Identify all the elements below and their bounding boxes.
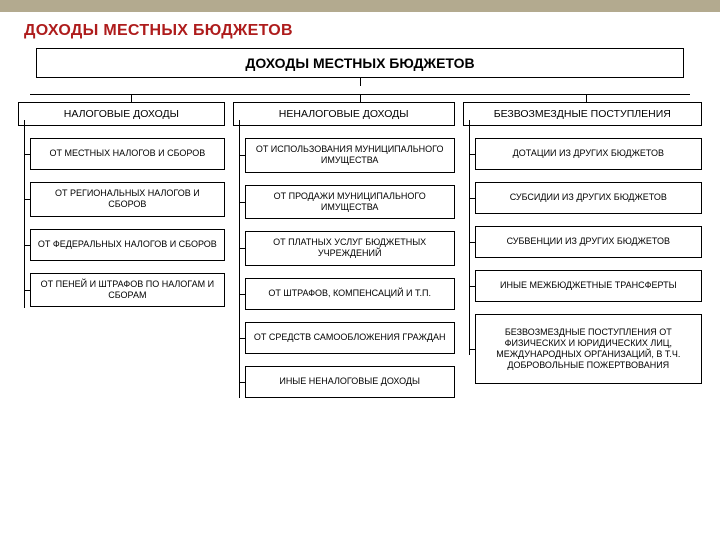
tree-node: СУБСИДИИ ИЗ ДРУГИХ БЮДЖЕТОВ bbox=[475, 182, 702, 214]
connector-stub bbox=[360, 94, 361, 102]
column-items: ОТ МЕСТНЫХ НАЛОГОВ И СБОРОВ ОТ РЕГИОНАЛЬ… bbox=[18, 138, 225, 307]
column-header: БЕЗВОЗМЕЗДНЫЕ ПОСТУПЛЕНИЯ bbox=[463, 102, 702, 126]
connector-vertical bbox=[24, 120, 25, 308]
tree-node: СУБВЕНЦИИ ИЗ ДРУГИХ БЮДЖЕТОВ bbox=[475, 226, 702, 258]
org-chart: ДОХОДЫ МЕСТНЫХ БЮДЖЕТОВ НАЛОГОВЫЕ ДОХОДЫ… bbox=[0, 48, 720, 398]
tree-node: ОТ ИСПОЛЬЗОВАНИЯ МУНИЦИПАЛЬНОГО ИМУЩЕСТВ… bbox=[245, 138, 455, 173]
connector bbox=[36, 78, 684, 86]
connector-stub bbox=[586, 94, 587, 102]
tree-node: ОТ ПЛАТНЫХ УСЛУГ БЮДЖЕТНЫХ УЧРЕЖДЕНИЙ bbox=[245, 231, 455, 266]
tree-node: БЕЗВОЗМЕЗДНЫЕ ПОСТУПЛЕНИЯ ОТ ФИЗИЧЕСКИХ … bbox=[475, 314, 702, 384]
connector-vertical bbox=[469, 120, 470, 355]
tree-node: ОТ СРЕДСТВ САМООБЛОЖЕНИЯ ГРАЖДАН bbox=[245, 322, 455, 354]
connector-stub bbox=[131, 94, 132, 102]
column-items: ДОТАЦИИ ИЗ ДРУГИХ БЮДЖЕТОВ СУБСИДИИ ИЗ Д… bbox=[463, 138, 702, 384]
tree-node: ДОТАЦИИ ИЗ ДРУГИХ БЮДЖЕТОВ bbox=[475, 138, 702, 170]
tree-node: ОТ ПЕНЕЙ И ШТРАФОВ ПО НАЛОГАМ И СБОРАМ bbox=[30, 273, 225, 308]
column-header: НЕНАЛОГОВЫЕ ДОХОДЫ bbox=[233, 102, 455, 126]
tree-node: ОТ ШТРАФОВ, КОМПЕНСАЦИЙ И Т.П. bbox=[245, 278, 455, 310]
columns-wrap: НАЛОГОВЫЕ ДОХОДЫ ОТ МЕСТНЫХ НАЛОГОВ И СБ… bbox=[18, 102, 702, 398]
tree-node: ОТ ФЕДЕРАЛЬНЫХ НАЛОГОВ И СБОРОВ bbox=[30, 229, 225, 261]
tree-node: ОТ МЕСТНЫХ НАЛОГОВ И СБОРОВ bbox=[30, 138, 225, 170]
column-gratuitous-receipts: БЕЗВОЗМЕЗДНЫЕ ПОСТУПЛЕНИЯ ДОТАЦИИ ИЗ ДРУ… bbox=[463, 102, 702, 398]
column-items: ОТ ИСПОЛЬЗОВАНИЯ МУНИЦИПАЛЬНОГО ИМУЩЕСТВ… bbox=[233, 138, 455, 398]
page-title: ДОХОДЫ МЕСТНЫХ БЮДЖЕТОВ bbox=[0, 12, 720, 48]
column-tax-income: НАЛОГОВЫЕ ДОХОДЫ ОТ МЕСТНЫХ НАЛОГОВ И СБ… bbox=[18, 102, 225, 398]
connector-vertical bbox=[239, 120, 240, 398]
decorative-top-bar bbox=[0, 0, 720, 12]
tree-node: ОТ РЕГИОНАЛЬНЫХ НАЛОГОВ И СБОРОВ bbox=[30, 182, 225, 217]
column-header: НАЛОГОВЫЕ ДОХОДЫ bbox=[18, 102, 225, 126]
root-node: ДОХОДЫ МЕСТНЫХ БЮДЖЕТОВ bbox=[36, 48, 684, 78]
tree-node: ИНЫЕ НЕНАЛОГОВЫЕ ДОХОДЫ bbox=[245, 366, 455, 398]
tree-node: ИНЫЕ МЕЖБЮДЖЕТНЫЕ ТРАНСФЕРТЫ bbox=[475, 270, 702, 302]
tree-node: ОТ ПРОДАЖИ МУНИЦИПАЛЬНОГО ИМУЩЕСТВА bbox=[245, 185, 455, 220]
column-nontax-income: НЕНАЛОГОВЫЕ ДОХОДЫ ОТ ИСПОЛЬЗОВАНИЯ МУНИ… bbox=[233, 102, 455, 398]
